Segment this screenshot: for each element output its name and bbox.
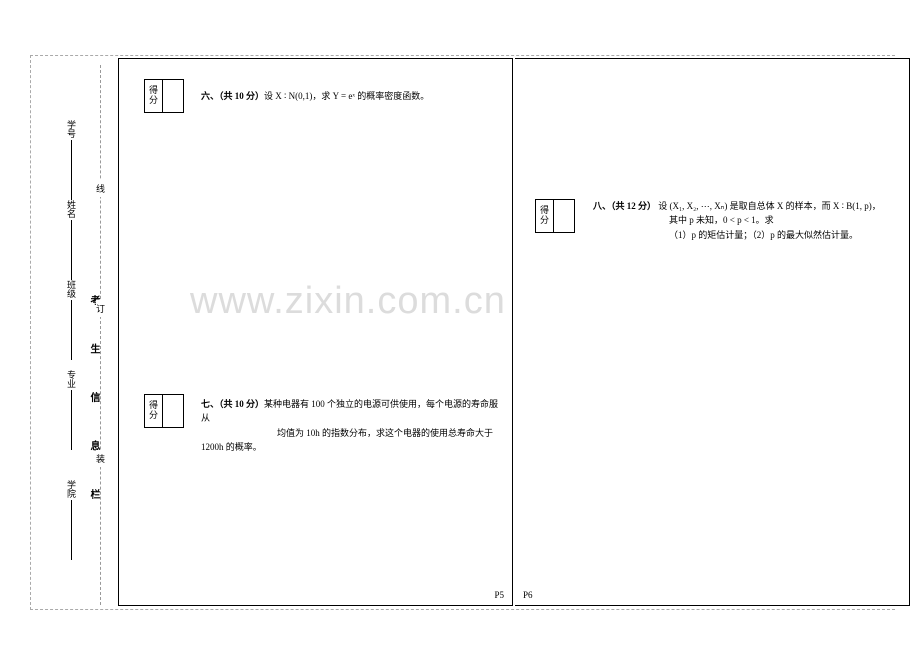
- question-8: 八、（共 12 分） 设 (X₁, X₂, ⋯, Xₙ) 是取自总体 X 的样本…: [593, 199, 903, 242]
- binding-line: [100, 65, 101, 605]
- q8-heading: 八、（共 12 分）: [593, 201, 656, 211]
- score-box-q7: 得分: [144, 394, 184, 428]
- q7-body-l2: 均值为 10h 的指数分布，求这个电器的使用总寿命大于 1200h 的概率。: [201, 428, 493, 452]
- field-banji: 班级: [65, 280, 78, 360]
- info-title: 考 生 信 息 栏: [86, 295, 101, 517]
- score-box-q8: 得分: [535, 199, 575, 233]
- mark-xian: 线: [96, 180, 105, 197]
- label-zhuanye: 专业: [66, 370, 76, 388]
- field-xingming: 姓名: [65, 200, 78, 280]
- score-box-q6: 得分: [144, 79, 184, 113]
- score-value-q8: [554, 200, 574, 232]
- page-p5: 得分 六、（共 10 分）设 X ∶ N(0,1)，求 Y = eˣ 的概率密度…: [118, 58, 513, 606]
- page-p6: 得分 八、（共 12 分） 设 (X₁, X₂, ⋯, Xₙ) 是取自总体 X …: [515, 58, 910, 606]
- label-banji: 班级: [66, 280, 76, 298]
- q8-body-l1: 设 (X₁, X₂, ⋯, Xₙ) 是取自总体 X 的样本，而 X ∶ B(1,…: [658, 201, 880, 211]
- question-6: 六、（共 10 分）设 X ∶ N(0,1)，求 Y = eˣ 的概率密度函数。: [201, 89, 501, 103]
- question-7: 七、（共 10 分）某种电器有 100 个独立的电源可供使用，每个电源的寿命服从…: [201, 397, 501, 455]
- score-value-q7: [163, 395, 183, 427]
- mark-zhuang: 装: [96, 450, 105, 467]
- field-xuehao: 学号: [65, 120, 78, 200]
- page-number-p6: P6: [523, 590, 533, 600]
- score-label: 得分: [145, 395, 163, 427]
- mark-ding: 订: [96, 300, 105, 317]
- label-xuehao: 学号: [66, 120, 76, 138]
- field-xueyuan: 学院: [65, 480, 78, 560]
- q6-body: 设 X ∶ N(0,1)，求 Y = eˣ 的概率密度函数。: [264, 91, 429, 101]
- label-xingming: 姓名: [66, 200, 76, 218]
- label-xueyuan: 学院: [66, 480, 76, 498]
- score-label: 得分: [145, 80, 163, 112]
- score-value-q6: [163, 80, 183, 112]
- q8-body-l2: 其中 p 未知，0 < p < 1。求: [669, 215, 774, 225]
- page-number-p5: P5: [494, 590, 504, 600]
- q8-body-l3: （1）p 的矩估计量；（2）p 的最大似然估计量。: [669, 230, 858, 240]
- q6-heading: 六、（共 10 分）: [201, 91, 264, 101]
- q7-heading: 七、（共 10 分）: [201, 399, 264, 409]
- field-zhuanye: 专业: [65, 370, 78, 450]
- score-label: 得分: [536, 200, 554, 232]
